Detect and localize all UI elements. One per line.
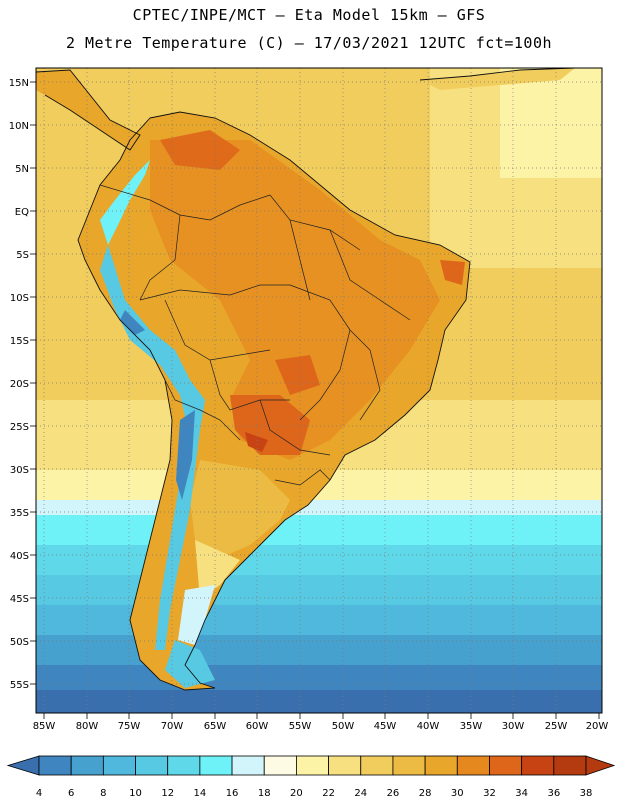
- andes-cold-strip: [176, 410, 195, 500]
- lat-label: 25S: [10, 422, 29, 433]
- andes-cold-strip: [100, 245, 205, 650]
- warm-core: [150, 140, 440, 460]
- colorbar-arrow-left: [6, 755, 40, 776]
- coastline: [77, 111, 471, 691]
- lat-label: 15N: [9, 78, 29, 89]
- lat-label: 30S: [10, 465, 29, 476]
- colorbar-swatch: [424, 755, 458, 776]
- temperature-field: [36, 68, 602, 713]
- colorbar-label: 20: [290, 788, 303, 799]
- colorbar-swatch: [135, 755, 169, 776]
- lat-label: 10N: [9, 121, 29, 132]
- lon-label: 55W: [289, 721, 312, 732]
- colorbar-label: 8: [100, 788, 106, 799]
- colorbar-swatch: [392, 755, 426, 776]
- colorbar-swatch: [489, 755, 523, 776]
- andes-cold-strip: [100, 160, 150, 245]
- patagonia-cool: [165, 640, 215, 688]
- lon-label: 60W: [246, 721, 269, 732]
- lat-label: 55S: [10, 680, 29, 691]
- colorbar-label: 22: [322, 788, 335, 799]
- lon-label: 85W: [33, 721, 56, 732]
- colorbar-swatch: [199, 755, 233, 776]
- ocean-band: [36, 635, 602, 670]
- colorbar-swatch: [231, 755, 265, 776]
- lon-label: 30W: [502, 721, 525, 732]
- lon-label: 25W: [545, 721, 568, 732]
- colorbar-swatch: [360, 755, 394, 776]
- colorbar: 4 6 8 10 12 14 16 18 20 22 24 26 28 30 32 34 36 38: [6, 755, 616, 799]
- title-line-2: 2 Metre Temperature (C) – 17/03/2021 12U…: [65, 34, 553, 52]
- lon-label: 50W: [332, 721, 355, 732]
- lat-label: 40S: [10, 551, 29, 562]
- coastline: [36, 69, 141, 151]
- country-borders: [99, 184, 411, 486]
- coastline: [419, 68, 576, 81]
- colorbar-label: 18: [258, 788, 271, 799]
- hot-spot: [245, 432, 268, 452]
- colorbar-label: 28: [419, 788, 432, 799]
- ocean-band: [36, 690, 602, 713]
- axis-ticks: [30, 81, 600, 719]
- lat-label: 10S: [10, 293, 29, 304]
- lon-label: 45W: [374, 721, 397, 732]
- colorbar-label: 12: [161, 788, 174, 799]
- colorbar-swatch: [263, 755, 297, 776]
- andes-cold-strip: [120, 310, 145, 335]
- lon-labels: 85W 80W 75W 70W 65W 60W 55W 50W 45W 40W …: [33, 721, 609, 732]
- colorbar-swatch: [456, 755, 490, 776]
- patagonia-cool: [178, 585, 215, 645]
- colorbar-label: 36: [547, 788, 560, 799]
- colorbar-label: 32: [483, 788, 496, 799]
- ocean-band: [500, 68, 602, 178]
- title-line-1: CPTEC/INPE/MCT – Eta Model 15km – GFS: [132, 6, 486, 24]
- caribbean-islands: [420, 68, 575, 90]
- colorbar-arrow-right: [585, 755, 616, 776]
- lon-label: 65W: [204, 721, 227, 732]
- lon-label: 40W: [417, 721, 440, 732]
- colorbar-swatch: [328, 755, 362, 776]
- lon-label: 70W: [161, 721, 184, 732]
- colorbar-swatch: [70, 755, 104, 776]
- hot-spot: [275, 355, 320, 395]
- lat-label: EQ: [15, 207, 29, 218]
- colorbar-swatch: [553, 755, 587, 776]
- lon-label: 75W: [118, 721, 141, 732]
- hot-spot: [160, 130, 240, 170]
- lat-label: 45S: [10, 594, 29, 605]
- central-america: [36, 70, 140, 150]
- lat-label: 15S: [10, 336, 29, 347]
- lat-labels: 15N 10N 5N EQ 5S 10S 15S 20S 25S 30S 35S…: [9, 78, 29, 691]
- lat-label: 20S: [10, 379, 29, 390]
- lat-label: 35S: [10, 508, 29, 519]
- lat-label: 5S: [16, 250, 29, 261]
- colorbar-label: 34: [515, 788, 528, 799]
- lat-label: 5N: [15, 164, 29, 175]
- lat-label: 50S: [10, 637, 29, 648]
- colorbar-swatch: [296, 755, 329, 776]
- colorbar-swatch: [102, 755, 136, 776]
- colorbar-label: 26: [387, 788, 400, 799]
- colorbar-swatch: [521, 755, 555, 776]
- colorbar-label: 30: [451, 788, 464, 799]
- colorbar-label: 38: [580, 788, 593, 799]
- colorbar-label: 24: [354, 788, 367, 799]
- colorbar-swatch: [38, 755, 72, 776]
- colorbar-label: 6: [68, 788, 74, 799]
- colorbar-label: 14: [194, 788, 207, 799]
- colorbar-label: 10: [129, 788, 142, 799]
- lon-label: 20W: [586, 721, 609, 732]
- colorbar-label: 4: [36, 788, 42, 799]
- colorbar-label: 16: [226, 788, 239, 799]
- colorbar-swatch: [167, 755, 201, 776]
- hot-spot: [440, 260, 465, 285]
- lon-label: 35W: [460, 721, 483, 732]
- lon-label: 80W: [76, 721, 99, 732]
- map-border: [35, 67, 603, 714]
